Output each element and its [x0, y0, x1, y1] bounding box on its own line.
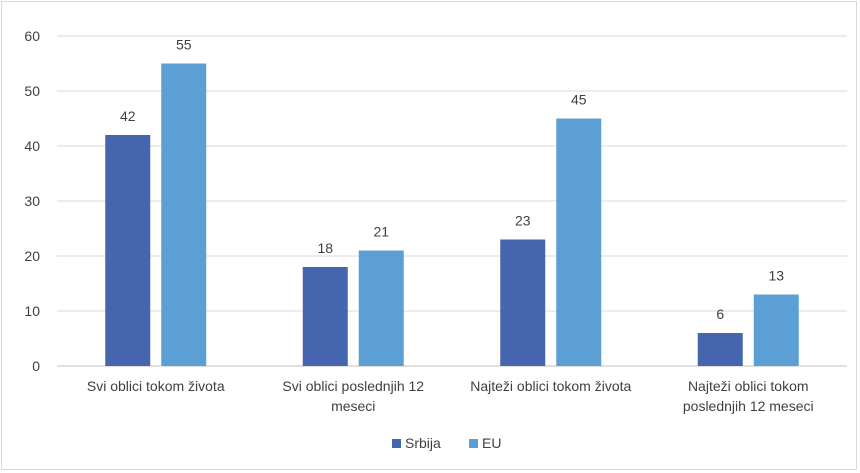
- y-tick-label: 50: [24, 83, 40, 99]
- data-label: 13: [768, 268, 784, 284]
- x-category-label: poslednjih 12 meseci: [683, 398, 814, 414]
- data-label: 45: [571, 92, 587, 108]
- bar-srbija-0: [105, 135, 151, 366]
- x-category-label: Svi oblici poslednjih 12: [282, 378, 424, 394]
- data-label: 55: [176, 37, 192, 53]
- bar-eu-2: [556, 118, 602, 366]
- y-tick-label: 0: [32, 358, 40, 374]
- x-category-label: Najteži oblici tokom: [688, 378, 809, 394]
- data-label: 18: [317, 240, 333, 256]
- data-label: 6: [716, 306, 724, 322]
- x-axis: Svi oblici tokom života Svi oblici posled…: [87, 378, 814, 414]
- legend-swatch-eu: [469, 439, 478, 448]
- bar-eu-3: [753, 294, 799, 366]
- data-label: 21: [373, 224, 389, 240]
- x-category-label: Svi oblici tokom života: [87, 378, 225, 394]
- y-tick-label: 30: [24, 193, 40, 209]
- legend-label-srbija: Srbija: [405, 435, 441, 451]
- legend-swatch-srbija: [392, 439, 401, 448]
- y-tick-label: 40: [24, 138, 40, 154]
- bar-eu-1: [358, 250, 404, 366]
- legend: Srbija EU: [392, 435, 501, 451]
- legend-label-eu: EU: [482, 435, 501, 451]
- y-tick-label: 10: [24, 303, 40, 319]
- x-category-label: Najteži oblici tokom života: [470, 378, 631, 394]
- bar-eu-0: [161, 63, 207, 366]
- bar-srbija-1: [302, 267, 348, 366]
- bar-srbija-3: [697, 333, 743, 366]
- data-label: 23: [515, 213, 531, 229]
- bars: 42 55 18 21 23 45 6 13: [105, 37, 799, 366]
- y-tick-label: 60: [24, 28, 40, 44]
- y-axis: 0 10 20 30 40 50 60: [24, 28, 40, 374]
- data-label: 42: [120, 108, 136, 124]
- bar-srbija-2: [500, 239, 546, 366]
- y-tick-label: 20: [24, 248, 40, 264]
- x-category-label: meseci: [331, 398, 375, 414]
